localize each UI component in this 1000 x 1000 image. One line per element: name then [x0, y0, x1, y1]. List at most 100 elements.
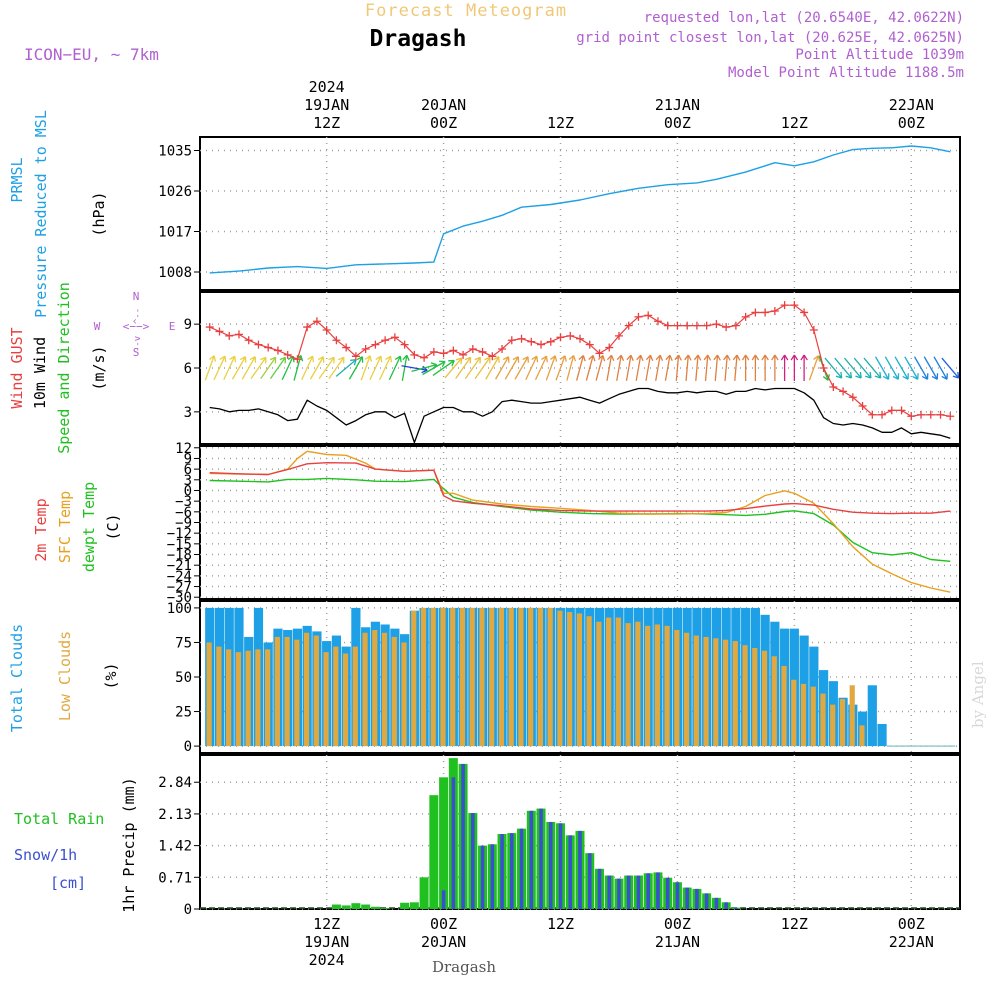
- gust-marker: [683, 321, 692, 330]
- wind-arrow: [422, 360, 446, 376]
- cloud-bar-low: [342, 653, 349, 747]
- wind-arrow-head: [536, 356, 539, 363]
- rain-bar: [400, 902, 410, 909]
- wind-arrow-head: [380, 356, 383, 363]
- cloud-bar-low: [781, 665, 787, 747]
- temp-label: 2m Temp: [32, 498, 50, 561]
- wind-arrow-shaft: [422, 360, 446, 376]
- time-label-top: 12Z: [781, 114, 808, 132]
- ytick-label-temperature: −15: [167, 537, 192, 553]
- wind-arrow-head: [616, 354, 622, 361]
- wind-arrow-head: [421, 369, 428, 374]
- wind-arrow-head: [874, 375, 881, 379]
- cloud-bar-low: [245, 650, 251, 747]
- wind-arrow-head: [713, 354, 719, 361]
- wind-arrow-head: [385, 355, 391, 360]
- wind-arrow-head: [353, 359, 357, 366]
- snow-bar: [461, 763, 465, 909]
- wind-arrow-shaft: [401, 355, 408, 381]
- wind-arrow-head: [665, 354, 671, 361]
- snow-bar: [509, 833, 514, 909]
- wind-arrow-shaft: [933, 356, 948, 380]
- cloud-bar-low: [547, 607, 553, 747]
- precip-unit: 1hr Precip (mm): [120, 777, 138, 912]
- gust-marker: [770, 307, 779, 315]
- wind-arrow: [645, 354, 654, 381]
- wind-arrow: [703, 354, 712, 382]
- cloud-bar-total: [877, 723, 887, 747]
- wind-arrow-shaft: [213, 355, 226, 381]
- rain-label: Total Rain: [14, 810, 104, 828]
- wind-arrow-shaft: [360, 355, 371, 381]
- wind-arrow-shaft: [913, 356, 929, 380]
- wind-arrow-head: [793, 354, 799, 361]
- wind-arrow-head: [813, 355, 819, 360]
- wind-arrow-head: [213, 355, 217, 362]
- gust-marker: [673, 321, 682, 330]
- wind-arrow-head: [460, 357, 463, 365]
- wind-arrow-head: [840, 371, 843, 379]
- wind-arrow-shaft: [318, 356, 335, 380]
- wind-arrow-head: [774, 354, 779, 361]
- cloud-bar-low: [401, 642, 407, 747]
- grid-point-coords: grid point closest lon,lat (20.625E, 42.…: [576, 30, 964, 46]
- wind-arrow: [464, 356, 481, 380]
- cloud-bar-low: [430, 607, 436, 747]
- wind-arrow-shaft: [369, 355, 382, 381]
- cloud-bar-low: [411, 610, 417, 747]
- gust-marker: [576, 334, 584, 343]
- time-label-bottom: 12Z: [781, 915, 808, 933]
- wind-arrow: [904, 356, 919, 380]
- cloud-bar-low: [615, 617, 621, 747]
- total-clouds-label: Total Clouds: [8, 624, 26, 732]
- gust-marker: [780, 301, 789, 310]
- snow-bar: [539, 808, 543, 909]
- cloud-bar-low: [810, 686, 816, 747]
- time-label-bottom: 2024: [309, 951, 345, 969]
- compass-south: S: [133, 346, 140, 359]
- time-label-bottom: 20JAN: [421, 933, 466, 951]
- ytick-label-precipitation: 2.84: [158, 775, 192, 791]
- gust-marker: [361, 345, 370, 353]
- wind-arrow: [432, 359, 455, 376]
- snow-bar: [480, 845, 485, 909]
- wind-arrow-head: [693, 354, 699, 361]
- cloud-bar-low: [420, 607, 427, 747]
- wind-arrow-head: [677, 354, 682, 361]
- wind-arrow-head: [300, 355, 304, 362]
- cloud-bar-low: [372, 630, 378, 747]
- wind-speed-line: [209, 387, 951, 444]
- time-label-bottom: 19JAN: [304, 933, 349, 951]
- gust-marker: [761, 308, 770, 317]
- wind-arrow-head: [578, 354, 584, 360]
- gust-marker: [634, 312, 643, 321]
- wind-arrow-head: [800, 354, 805, 361]
- wind-arrow-head: [402, 354, 408, 361]
- wind-arrow-head: [835, 375, 842, 379]
- snow-bar: [695, 888, 699, 909]
- gust-marker: [848, 393, 857, 402]
- gust-marker: [897, 406, 906, 415]
- gust-marker: [332, 336, 341, 345]
- cloud-bar-low: [498, 607, 505, 747]
- wind-arrow-head: [406, 354, 410, 361]
- wind-arrow-shaft: [664, 355, 671, 381]
- wind-arrow-head: [531, 355, 538, 360]
- snow-bar: [500, 834, 504, 909]
- wind-arrow-shaft: [923, 356, 938, 380]
- cloud-bar-low: [557, 610, 563, 747]
- wind-arrow-head: [564, 355, 567, 362]
- gust-marker: [624, 321, 633, 330]
- gust-marker: [234, 330, 243, 339]
- snow-bar: [490, 844, 495, 909]
- wind-arrow-shaft: [260, 356, 277, 380]
- gust-marker: [351, 352, 360, 361]
- wind-arrow: [514, 356, 529, 380]
- wind-arrow: [401, 365, 428, 374]
- gust-marker: [381, 336, 390, 345]
- cloud-bar-low: [586, 616, 592, 747]
- wind-arrow-head: [902, 375, 909, 380]
- wind-arrow-head: [771, 354, 776, 361]
- cloud-bar-low: [732, 641, 738, 747]
